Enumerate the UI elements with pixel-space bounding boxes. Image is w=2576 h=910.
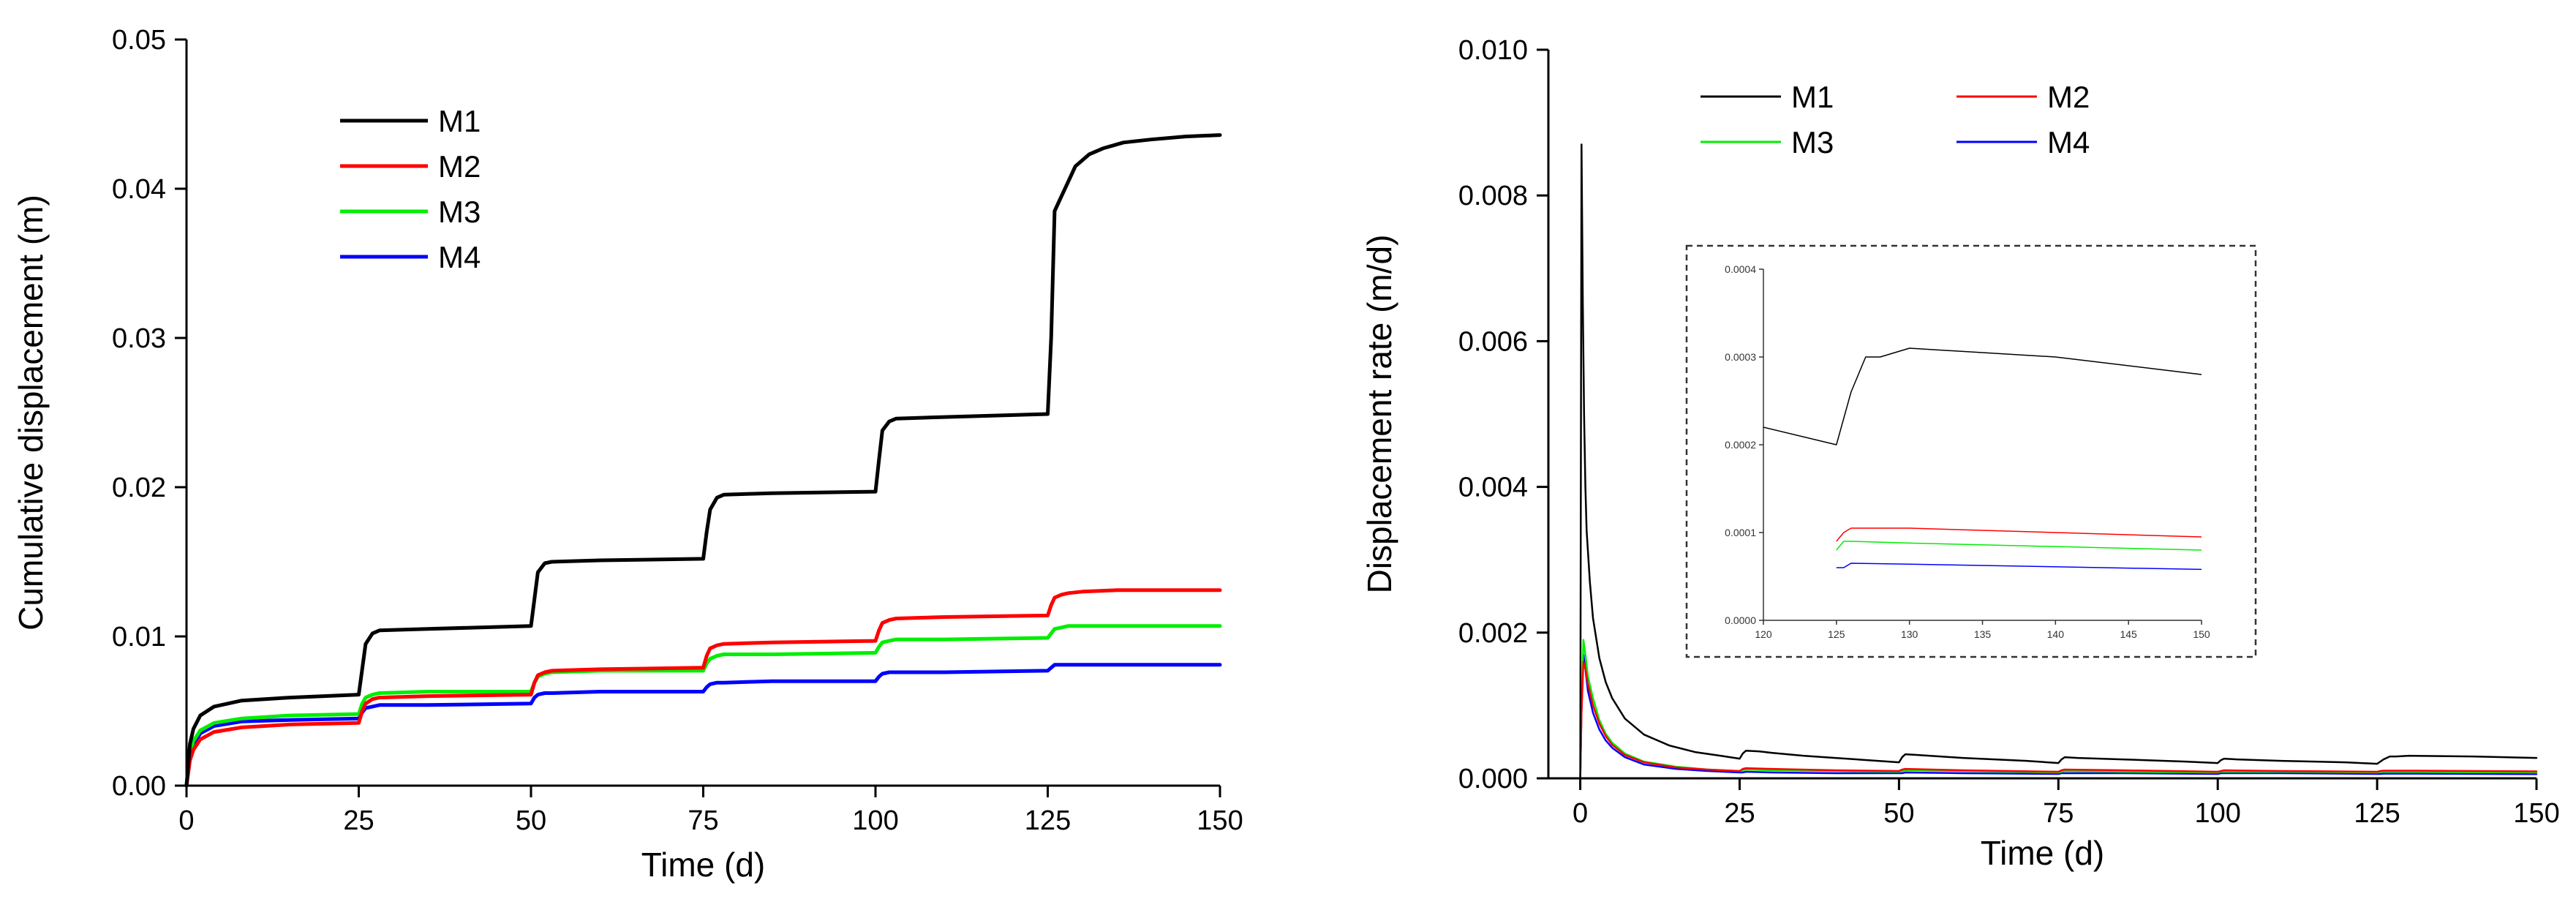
x-tick-label: 0	[178, 805, 194, 836]
inset-series-line-m4	[1836, 563, 2202, 571]
legend-label-m3: M3	[438, 195, 481, 229]
x-axis-title: Time (d)	[641, 846, 766, 884]
x-tick-label: 75	[2043, 798, 2074, 829]
series-line-m4	[184, 663, 1222, 788]
x-tick-label: 25	[343, 805, 374, 836]
legend-label-m2: M2	[2047, 80, 2090, 114]
series-line-m2	[1579, 661, 2538, 780]
inset-y-tick-label: 0.0002	[1725, 439, 1756, 451]
legend-label-m2: M2	[438, 149, 481, 184]
y-tick-label: 0.000	[1458, 764, 1528, 794]
y-axis-title: Displacement rate (m/d)	[1360, 235, 1398, 594]
y-tick-label: 0.004	[1458, 473, 1528, 503]
inset-y-tick-label: 0.0003	[1725, 351, 1756, 363]
legend-label-m1: M1	[1791, 80, 1834, 114]
legend: M1 M2 M3 M4	[1701, 80, 2090, 159]
inset-x-tick-label: 135	[1974, 628, 1992, 640]
inset-series-line-m3	[1836, 541, 2202, 551]
y-tick-label: 0.01	[112, 622, 166, 653]
x-tick-label: 125	[1025, 805, 1071, 836]
series-line-m1	[184, 133, 1222, 788]
y-tick-label: 0.05	[112, 25, 166, 56]
inset-x-tick-label: 125	[1828, 628, 1845, 640]
inset-series-line-m2	[1836, 527, 2202, 542]
x-tick-label: 0	[1573, 798, 1588, 829]
x-axis-title: Time (d)	[1981, 834, 2105, 872]
y-tick-label: 0.00	[112, 771, 166, 802]
series-line-m3	[184, 624, 1222, 788]
y-tick-label: 0.02	[112, 473, 166, 503]
y-tick-label: 0.002	[1458, 618, 1528, 649]
x-tick-label: 75	[688, 805, 718, 836]
inset-zoom-plot: 120 125 130 135 140 145 150 0.0000 0.0001 0.0002 0…	[1685, 244, 2257, 658]
y-tick-label: 0.008	[1458, 181, 1528, 211]
inset-x-tick-label: 130	[1901, 628, 1918, 640]
legend-label-m1: M1	[438, 104, 481, 138]
inset-y-tick-label: 0.0000	[1725, 614, 1756, 626]
x-tick-label: 150	[1197, 805, 1243, 836]
chart-cumulative-displacement: 0 25 50 75 100 125 150 0.00 0.01 0.02 0.03 0.04 0.05…	[12, 25, 1243, 884]
y-tick-label: 0.006	[1458, 326, 1528, 357]
x-tick-label: 50	[1883, 798, 1914, 829]
x-tick-label: 25	[1724, 798, 1755, 829]
inset-x-tick-label: 120	[1755, 628, 1772, 640]
y-tick-label: 0.04	[112, 174, 166, 205]
inset-series-line-m1	[1763, 347, 2202, 445]
y-tick-label: 0.010	[1458, 35, 1528, 66]
inset-x-tick-label: 145	[2120, 628, 2137, 640]
x-tick-label: 150	[2513, 798, 2559, 829]
series-line-m3	[1579, 639, 2538, 780]
inset-x-tick-label: 140	[2047, 628, 2065, 640]
x-tick-label: 50	[516, 805, 546, 836]
series-line-m2	[184, 588, 1222, 788]
chart-displacement-rate: 0 25 50 75 100 125 150 0.000 0.002 0.004 0.006 0.00…	[1360, 35, 2560, 872]
x-tick-label: 100	[2194, 798, 2240, 829]
y-axis-title: Cumulative displacement (m)	[12, 195, 50, 631]
series-line-m1	[1579, 143, 2538, 780]
y-tick-label: 0.03	[112, 323, 166, 354]
legend-label-m3: M3	[1791, 125, 1834, 159]
legend-label-m4: M4	[438, 240, 481, 274]
inset-frame	[1685, 244, 2257, 658]
legend-label-m4: M4	[2047, 125, 2090, 159]
x-tick-label: 100	[852, 805, 898, 836]
x-tick-label: 125	[2354, 798, 2400, 829]
inset-x-tick-label: 150	[2193, 628, 2210, 640]
legend: M1 M2 M3 M4	[340, 104, 481, 274]
inset-y-tick-label: 0.0004	[1725, 263, 1756, 275]
inset-y-tick-label: 0.0001	[1725, 527, 1756, 538]
series-line-m4	[1579, 653, 2538, 780]
